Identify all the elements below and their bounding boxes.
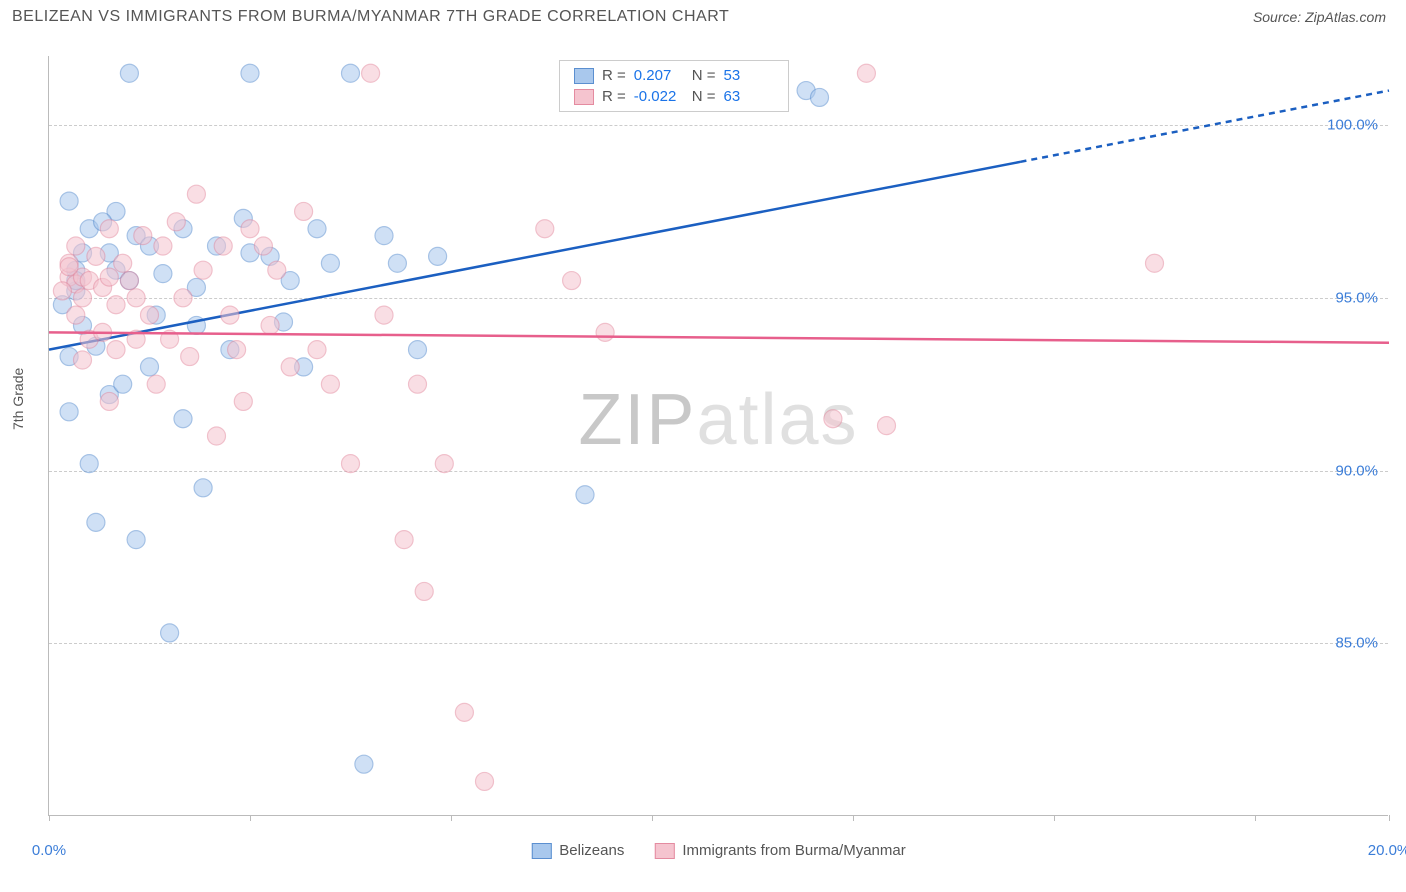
legend-swatch-1	[654, 843, 674, 859]
swatch-1	[574, 89, 594, 105]
n-value-1: 63	[724, 88, 774, 105]
swatch-0	[574, 68, 594, 84]
r-label-1: R =	[602, 88, 626, 105]
x-tick-label: 20.0%	[1368, 842, 1406, 859]
y-axis-label: 7th Grade	[10, 368, 26, 430]
legend-swatch-0	[531, 843, 551, 859]
legend-label-0: Belizeans	[559, 842, 624, 859]
legend-item-1: Immigrants from Burma/Myanmar	[654, 842, 905, 859]
r-label-0: R =	[602, 67, 626, 84]
title-bar: BELIZEAN VS IMMIGRANTS FROM BURMA/MYANMA…	[0, 0, 1406, 34]
scatter-plot	[49, 56, 1388, 815]
n-value-0: 53	[724, 67, 774, 84]
bottom-legend: Belizeans Immigrants from Burma/Myanmar	[531, 842, 905, 859]
chart-title: BELIZEAN VS IMMIGRANTS FROM BURMA/MYANMA…	[12, 8, 729, 26]
r-value-1: -0.022	[634, 88, 684, 105]
n-label-1: N =	[692, 88, 716, 105]
stats-row-0: R = 0.207 N = 53	[574, 65, 774, 86]
x-tick-label: 0.0%	[32, 842, 66, 859]
stats-legend: R = 0.207 N = 53 R = -0.022 N = 63	[559, 60, 789, 112]
n-label-0: N =	[692, 67, 716, 84]
chart-area: ZIPatlas 85.0%90.0%95.0%100.0%0.0%20.0% …	[48, 56, 1388, 816]
legend-label-1: Immigrants from Burma/Myanmar	[682, 842, 905, 859]
stats-row-1: R = -0.022 N = 63	[574, 86, 774, 107]
source-label: Source: ZipAtlas.com	[1253, 9, 1386, 25]
r-value-0: 0.207	[634, 67, 684, 84]
legend-item-0: Belizeans	[531, 842, 624, 859]
